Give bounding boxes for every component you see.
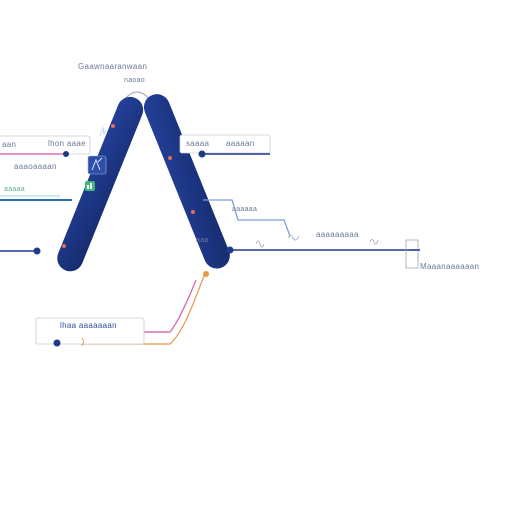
bottom-hook-icon — [81, 337, 84, 347]
bottom-box-label: lhaa aaaaaaan — [60, 321, 117, 330]
pillar-dot — [111, 124, 115, 128]
right-top-node — [198, 150, 206, 158]
left-mid-label: aaaoaaaan — [14, 162, 57, 171]
right-mid-label-1: aaaaaa — [232, 206, 258, 213]
person-icon — [87, 155, 107, 175]
bottom-node — [53, 339, 61, 347]
right-top-box — [179, 134, 271, 154]
bracket-icon — [405, 239, 419, 269]
bottom-pink-curve — [60, 279, 197, 333]
right-mid-line — [203, 199, 291, 237]
top-title: Gaawnaaranwaan — [78, 62, 148, 71]
right-end-label: Maaanaaaaaan — [420, 262, 480, 271]
bottom-orange-node — [203, 271, 209, 277]
pillar-dot — [191, 210, 195, 214]
top-subtitle: naoao — [124, 77, 145, 84]
pillar-dot — [168, 156, 172, 160]
left-pink-node — [63, 151, 69, 157]
wave-icon — [369, 239, 379, 245]
pillar-node-label: aaa — [196, 237, 209, 244]
left-top-label: aan — [2, 140, 17, 149]
wave-icon — [255, 240, 265, 248]
right-mid-label-2: aaaaaaaaa — [316, 230, 359, 239]
left-pillar — [57, 96, 144, 272]
bolt-icon — [99, 126, 107, 137]
right-top-label: saaaa — [186, 139, 210, 148]
right-top-label-2: aaaaan — [226, 139, 255, 148]
left-green-label: aaaaa — [4, 186, 25, 193]
bottom-orange-curve — [80, 275, 205, 345]
left-bottom-node — [33, 247, 41, 255]
left-top-label-2: lhon aaae — [48, 139, 86, 148]
bar-chart-icon — [85, 181, 95, 191]
pillar-dot — [62, 244, 66, 248]
right-pillar — [143, 94, 230, 269]
right-main-node — [226, 246, 234, 254]
bottom-box — [35, 317, 145, 345]
wave-icon — [287, 235, 300, 241]
